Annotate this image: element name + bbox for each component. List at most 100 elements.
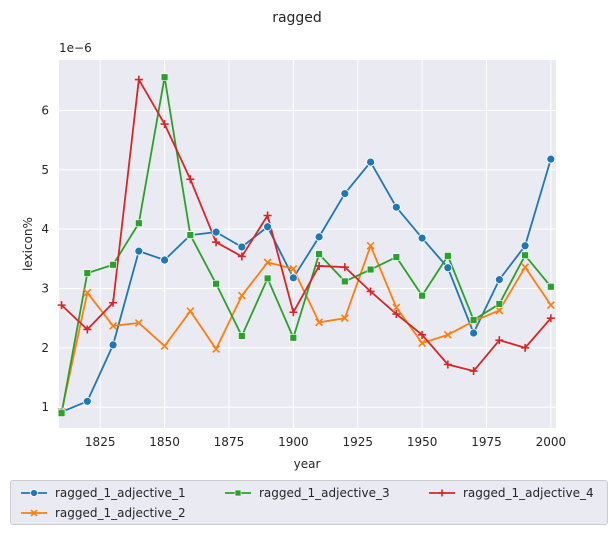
legend-entries: ragged_1_adjective_1 ragged_1_adjective_2… bbox=[21, 486, 594, 520]
plot-area bbox=[59, 60, 556, 428]
data-point bbox=[135, 219, 143, 227]
legend-label: ragged_1_adjective_4 bbox=[463, 486, 594, 500]
x-tick-label: 2000 bbox=[536, 435, 567, 449]
data-point bbox=[57, 301, 66, 310]
y-tick-label: 3 bbox=[41, 282, 49, 296]
data-point bbox=[134, 246, 144, 256]
data-point bbox=[212, 345, 221, 354]
legend-entry: ragged_1_adjective_2 bbox=[21, 506, 186, 520]
legend-label: ragged_1_adjective_2 bbox=[55, 506, 186, 520]
data-point bbox=[83, 288, 92, 297]
data-point bbox=[443, 360, 452, 369]
data-point bbox=[546, 314, 555, 323]
data-point bbox=[315, 261, 324, 270]
data-point bbox=[57, 409, 66, 417]
y-scale-label: 1e−6 bbox=[59, 41, 92, 55]
data-point bbox=[469, 367, 478, 376]
data-point bbox=[495, 306, 504, 315]
data-point bbox=[82, 396, 92, 406]
legend-marker bbox=[438, 489, 446, 497]
y-tick-labels: 1 2 3 4 5 6 bbox=[41, 103, 49, 414]
data-point bbox=[186, 307, 195, 316]
data-point bbox=[212, 280, 220, 288]
legend-marker bbox=[30, 489, 38, 497]
data-point bbox=[521, 343, 530, 352]
data-point bbox=[288, 273, 298, 283]
y-tick-label: 6 bbox=[41, 103, 49, 117]
legend-marker bbox=[234, 489, 242, 497]
data-point bbox=[443, 263, 453, 273]
data-point bbox=[315, 250, 323, 258]
data-point bbox=[263, 211, 272, 220]
data-point bbox=[418, 330, 427, 339]
y-tick-label: 2 bbox=[41, 341, 49, 355]
data-point bbox=[366, 241, 375, 250]
data-point bbox=[366, 287, 375, 296]
data-point bbox=[418, 339, 427, 348]
y-grid bbox=[59, 109, 556, 408]
chart: ragged 1825 1850 1875 1900 1925 1950 1975 2000 … bbox=[21, 10, 566, 471]
data-point bbox=[134, 75, 143, 84]
data-point bbox=[340, 314, 349, 323]
data-point bbox=[392, 310, 401, 319]
data-point bbox=[315, 318, 324, 327]
y-tick-label: 4 bbox=[41, 222, 49, 236]
data-point bbox=[443, 330, 452, 339]
data-point bbox=[366, 265, 375, 274]
data-point bbox=[83, 269, 92, 277]
data-point bbox=[237, 242, 247, 252]
data-point bbox=[238, 332, 246, 340]
data-point bbox=[392, 253, 401, 261]
legend-label: ragged_1_adjective_1 bbox=[55, 486, 186, 500]
y-tick-label: 5 bbox=[41, 163, 49, 177]
data-point bbox=[83, 325, 92, 334]
data-point bbox=[160, 120, 169, 129]
x-tick-label: 1875 bbox=[214, 435, 245, 449]
data-point bbox=[289, 334, 298, 342]
legend-marker bbox=[30, 509, 38, 517]
x-axis-label: year bbox=[294, 457, 321, 471]
data-point bbox=[341, 277, 349, 286]
legend-entry: ragged_1_adjective_3 bbox=[225, 486, 390, 500]
y-axis-label: lexicon% bbox=[21, 217, 35, 271]
data-point bbox=[469, 316, 478, 324]
series-line-1 bbox=[61, 158, 552, 413]
legend-label: ragged_1_adjective_3 bbox=[259, 486, 390, 500]
x-tick-labels: 1825 1850 1875 1900 1925 1950 1975 2000 bbox=[85, 435, 566, 449]
data-point bbox=[495, 336, 504, 345]
data-point bbox=[186, 175, 195, 184]
data-point bbox=[392, 303, 401, 312]
data-point bbox=[366, 157, 375, 167]
data-point bbox=[186, 231, 195, 239]
data-point bbox=[160, 73, 169, 81]
x-tick-label: 1925 bbox=[342, 435, 373, 449]
data-point bbox=[289, 264, 298, 273]
data-point bbox=[495, 300, 504, 308]
data-point bbox=[160, 255, 169, 265]
series-line-4 bbox=[60, 78, 552, 372]
data-point bbox=[160, 342, 169, 351]
data-point bbox=[340, 189, 350, 198]
chart-title: ragged bbox=[272, 10, 322, 26]
data-point bbox=[109, 261, 117, 269]
series-lines bbox=[60, 76, 552, 414]
data-point bbox=[521, 263, 530, 272]
series-line-3 bbox=[60, 76, 552, 414]
data-point bbox=[263, 222, 272, 232]
x-tick-label: 1825 bbox=[85, 435, 116, 449]
data-point bbox=[108, 340, 118, 350]
data-point bbox=[521, 251, 529, 259]
data-point bbox=[289, 308, 298, 317]
x-tick-label: 1950 bbox=[407, 435, 438, 449]
data-point bbox=[391, 202, 401, 212]
data-point bbox=[546, 154, 556, 164]
data-point bbox=[494, 275, 504, 285]
data-point bbox=[263, 258, 272, 267]
data-point bbox=[547, 283, 555, 291]
data-point bbox=[546, 301, 555, 310]
data-point bbox=[340, 263, 349, 272]
data-point bbox=[211, 227, 221, 237]
data-point bbox=[237, 291, 246, 300]
data-point bbox=[109, 298, 118, 307]
data-point bbox=[134, 318, 143, 327]
